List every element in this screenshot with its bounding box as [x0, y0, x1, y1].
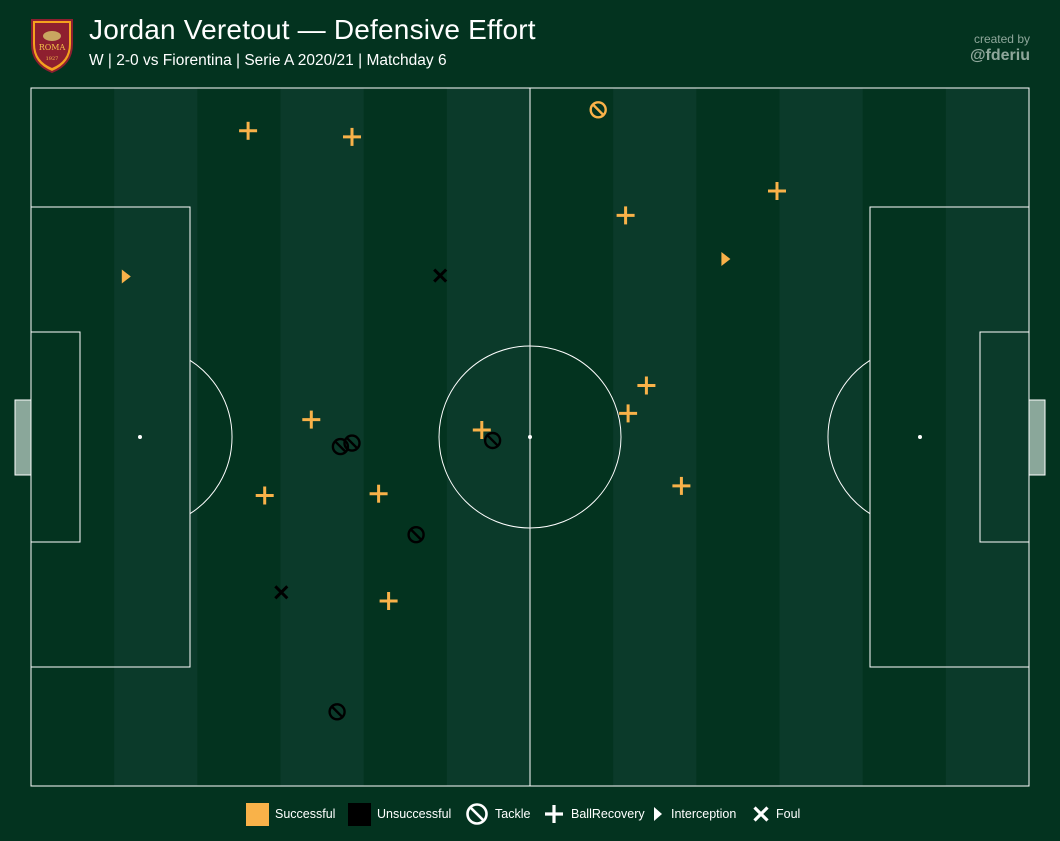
event-marker-ballrecovery: [369, 484, 388, 503]
legend: Successful Unsuccessful Tackle BallRecov…: [0, 800, 1060, 830]
left-penalty-arc: [189, 359, 233, 515]
event-marker-ballrecovery: [379, 592, 398, 610]
right-penalty-arc: [827, 359, 871, 515]
pitch-stripe: [613, 88, 697, 786]
pitch-stripe: [31, 88, 115, 786]
event-marker-tackle: [331, 437, 350, 456]
chart-subtitle: W | 2-0 vs Fiorentina | Serie A 2020/21 …: [89, 52, 447, 69]
right-goal: [1028, 399, 1046, 476]
event-marker-interception: [121, 269, 131, 284]
legend-foul: Foul: [752, 800, 800, 828]
credit-line: created by: [973, 32, 1030, 46]
legend-successful: Successful: [246, 800, 335, 828]
chart-title: Jordan Veretout — Defensive Effort: [89, 14, 536, 45]
legend-label: Foul: [776, 807, 801, 821]
center-circle: [438, 345, 622, 529]
legend-label: Unsuccessful: [377, 807, 452, 821]
pitch-stripe: [696, 88, 780, 786]
as-roma-crest-icon: ROMA 1927: [31, 19, 73, 74]
pitch-lines: [30, 87, 1030, 787]
event-marker-ballrecovery: [768, 182, 786, 200]
event-marker-interception: [721, 252, 731, 266]
tackle-icon: [466, 803, 488, 825]
pitch-stripes: [31, 88, 1030, 786]
swatch-successful-icon: [246, 802, 269, 826]
event-marker-ballrecovery: [239, 121, 258, 140]
event-marker-ballrecovery: [619, 404, 638, 423]
event-marker-ballrecovery: [637, 376, 656, 395]
swatch-unsuccessful-icon: [348, 802, 371, 826]
event-marker-ballrecovery: [343, 127, 361, 146]
right-six-yard-box: [979, 331, 1030, 543]
pitch-stripe: [862, 88, 947, 786]
pitch-stripe: [114, 88, 198, 786]
logo-text: ROMA: [39, 43, 66, 52]
legend-label: Successful: [275, 807, 336, 821]
event-marker-foul: [433, 268, 448, 283]
pitch-chart: [14, 87, 1046, 787]
right-penalty-spot: [918, 435, 922, 439]
event-marker-ballrecovery: [255, 486, 274, 505]
center-spot: [528, 435, 532, 439]
pitch-stripe: [779, 88, 864, 786]
left-goal: [14, 399, 32, 476]
legend-interception: Interception: [653, 800, 736, 828]
pitch-goals: [14, 399, 1046, 476]
legend-label: Interception: [671, 807, 737, 821]
legend-tackle: Tackle: [465, 800, 530, 828]
pitch-stripe: [945, 88, 1030, 786]
event-marker-foul: [274, 585, 289, 600]
event-marker-tackle: [328, 703, 346, 721]
event-marker-tackle: [407, 526, 425, 544]
pitch-stripe: [280, 88, 365, 786]
event-marker-ballrecovery: [616, 206, 635, 225]
foul-icon: [753, 806, 769, 822]
left-six-yard-box: [30, 331, 81, 543]
left-penalty-spot: [138, 435, 142, 439]
event-marker-tackle: [343, 434, 361, 452]
interception-icon: [654, 807, 662, 821]
legend-ball-recovery: BallRecovery: [543, 800, 645, 828]
pitch-stripe: [530, 88, 614, 786]
event-marker-tackle: [483, 431, 502, 450]
event-markers: [121, 101, 786, 721]
event-marker-ballrecovery: [472, 421, 491, 439]
legend-unsuccessful: Unsuccessful: [348, 800, 451, 828]
logo-year: 1927: [46, 56, 59, 62]
legend-label: BallRecovery: [571, 807, 645, 821]
credit-handle[interactable]: @fderiu: [969, 47, 1030, 64]
ball-recovery-icon: [545, 805, 563, 823]
legend-label: Tackle: [495, 807, 531, 821]
pitch-stripe: [363, 88, 448, 786]
event-marker-ballrecovery: [302, 410, 321, 429]
event-marker-ballrecovery: [672, 476, 691, 495]
event-marker-tackle: [589, 101, 607, 119]
pitch-stripe: [197, 88, 281, 786]
